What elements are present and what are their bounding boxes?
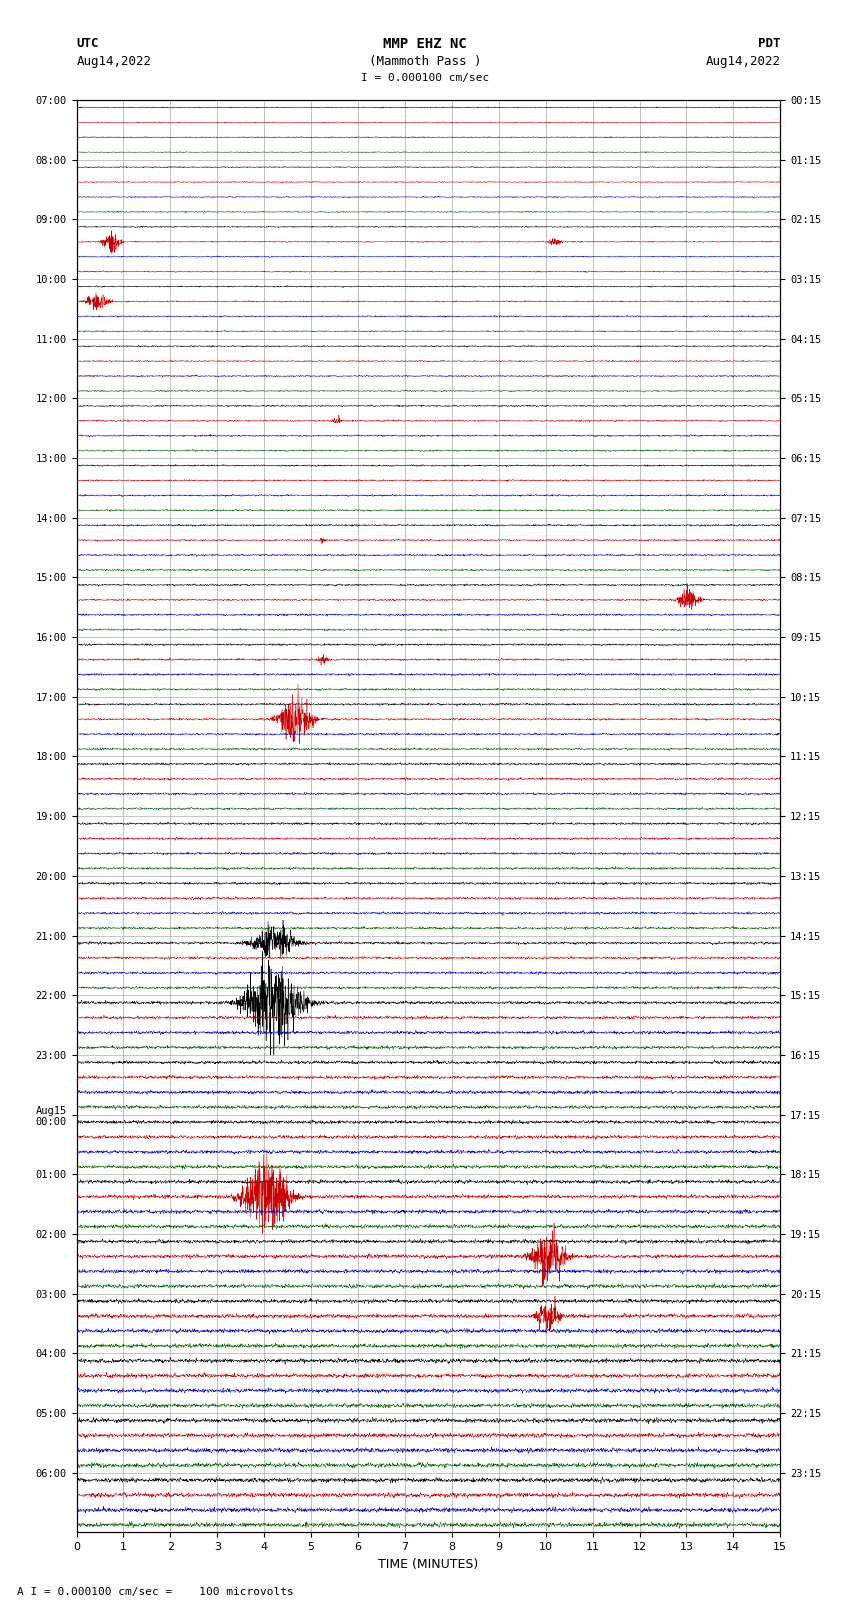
Text: A I = 0.000100 cm/sec =    100 microvolts: A I = 0.000100 cm/sec = 100 microvolts (17, 1587, 294, 1597)
Text: UTC: UTC (76, 37, 99, 50)
X-axis label: TIME (MINUTES): TIME (MINUTES) (378, 1558, 479, 1571)
Text: PDT: PDT (758, 37, 780, 50)
Text: (Mammoth Pass ): (Mammoth Pass ) (369, 55, 481, 68)
Text: Aug14,2022: Aug14,2022 (706, 55, 780, 68)
Text: Aug14,2022: Aug14,2022 (76, 55, 151, 68)
Text: I = 0.000100 cm/sec: I = 0.000100 cm/sec (361, 73, 489, 82)
Text: MMP EHZ NC: MMP EHZ NC (383, 37, 467, 52)
